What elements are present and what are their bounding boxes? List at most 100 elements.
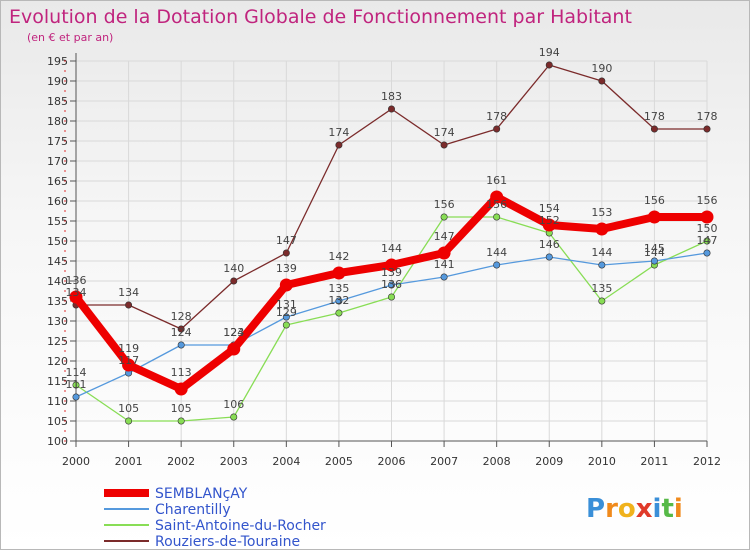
data-point — [335, 309, 343, 317]
series-layer — [69, 61, 714, 425]
y-tick-label: 115 — [47, 375, 68, 388]
y-tick-label: 180 — [47, 115, 68, 128]
data-label: 147 — [276, 234, 297, 247]
x-tick-label: 2005 — [325, 455, 353, 468]
data-point — [387, 105, 395, 113]
y-tick-label: 110 — [47, 395, 68, 408]
data-point — [122, 358, 136, 372]
x-tick-label: 2012 — [693, 455, 721, 468]
data-label: 136 — [381, 278, 402, 291]
data-point — [703, 125, 711, 133]
x-tick-label: 2009 — [535, 455, 563, 468]
data-label: 114 — [66, 366, 87, 379]
data-point — [72, 393, 80, 401]
data-label: 147 — [434, 230, 455, 243]
y-tick-label: 105 — [47, 415, 68, 428]
data-label: 147 — [697, 234, 718, 247]
data-label: 153 — [591, 206, 612, 219]
data-point — [703, 249, 711, 257]
data-label: 174 — [434, 126, 455, 139]
data-label: 156 — [644, 194, 665, 207]
data-label: 123 — [223, 326, 244, 339]
data-label: 154 — [539, 202, 560, 215]
data-point — [72, 381, 80, 389]
data-label: 134 — [118, 286, 139, 299]
y-tick-label: 140 — [47, 275, 68, 288]
data-label: 128 — [171, 310, 192, 323]
data-label: 140 — [223, 262, 244, 275]
data-label: 119 — [118, 342, 139, 355]
data-point — [542, 218, 556, 232]
x-tick-label: 2003 — [220, 455, 248, 468]
data-point — [440, 273, 448, 281]
data-point — [335, 141, 343, 149]
y-tick-label: 160 — [47, 195, 68, 208]
data-point — [598, 297, 606, 305]
data-point — [282, 321, 290, 329]
logo-letter: t — [661, 494, 673, 524]
data-point — [598, 77, 606, 85]
x-axis-ticks: 2000 2001 2002 2003 2004 2005 2006 2007 2008 2009… — [62, 441, 721, 468]
data-label: 124 — [223, 326, 244, 339]
y-tick-label: 155 — [47, 215, 68, 228]
data-label: 152 — [539, 214, 560, 227]
data-label: 146 — [539, 238, 560, 251]
y-tick-label: 165 — [47, 175, 68, 188]
y-axis-ticks: 100 105 110 115 120 125 130 135 140 145 150 155 160 1… — [47, 55, 76, 448]
y-tick-label: 150 — [47, 235, 68, 248]
data-point — [282, 313, 290, 321]
data-label: 190 — [591, 62, 612, 75]
proxiti-logo: Proxiti — [586, 494, 683, 524]
data-point — [69, 290, 83, 304]
series-charentilly — [72, 249, 711, 401]
data-point — [227, 342, 241, 356]
data-label: 113 — [171, 366, 192, 379]
data-label: 144 — [644, 246, 665, 259]
data-point — [650, 125, 658, 133]
logo-letter: r — [605, 494, 618, 524]
logo-letter: o — [618, 494, 636, 524]
data-label: 142 — [328, 250, 349, 263]
data-point — [598, 261, 606, 269]
y-tick-label: 190 — [47, 75, 68, 88]
data-label: 124 — [171, 326, 192, 339]
data-point — [647, 210, 661, 224]
data-point — [545, 61, 553, 69]
data-label: 178 — [486, 110, 507, 123]
data-point — [703, 237, 711, 245]
data-label: 117 — [118, 354, 139, 367]
data-label: 132 — [328, 294, 349, 307]
x-tick-label: 2002 — [167, 455, 195, 468]
data-point — [437, 246, 451, 260]
data-point — [174, 382, 188, 396]
data-label: 139 — [381, 266, 402, 279]
y-tick-label: 120 — [47, 355, 68, 368]
data-label: 135 — [328, 282, 349, 295]
data-point — [700, 210, 714, 224]
data-point — [440, 213, 448, 221]
data-label: 144 — [591, 246, 612, 259]
data-label: 161 — [486, 174, 507, 187]
logo-letter: P — [586, 494, 605, 524]
chart-subtitle: (en € et par an) — [27, 31, 113, 44]
data-label: 183 — [381, 90, 402, 103]
data-point — [493, 213, 501, 221]
x-tick-label: 2007 — [430, 455, 458, 468]
chart-title: Evolution de la Dotation Globale de Fonc… — [9, 6, 632, 28]
data-label: 150 — [697, 222, 718, 235]
data-point — [332, 266, 346, 280]
x-tick-label: 2006 — [378, 455, 406, 468]
data-label: 156 — [486, 198, 507, 211]
data-point — [125, 301, 133, 309]
data-point — [387, 281, 395, 289]
data-point — [387, 293, 395, 301]
y-tick-label: 185 — [47, 95, 68, 108]
data-label: 156 — [697, 194, 718, 207]
y-tick-label: 135 — [47, 295, 68, 308]
y-tick-label: 100 — [47, 435, 68, 448]
legend-label: Saint-Antoine-du-Rocher — [155, 518, 326, 534]
data-label: 178 — [697, 110, 718, 123]
data-label: 139 — [276, 262, 297, 275]
